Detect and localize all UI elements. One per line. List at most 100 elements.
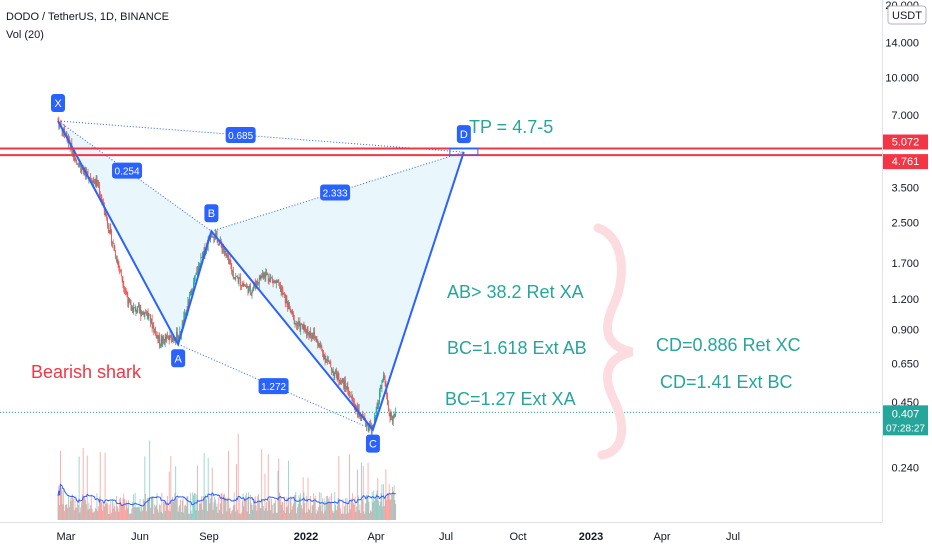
candle-body xyxy=(289,306,291,310)
candle-body xyxy=(257,281,259,283)
candle-body xyxy=(293,315,295,324)
volume-bar xyxy=(157,509,159,520)
volume-bar xyxy=(162,513,164,520)
annotation-cd-bc-rule: CD=1.41 Ext BC xyxy=(660,372,793,392)
volume-bar xyxy=(313,493,315,520)
candle-body xyxy=(246,285,248,287)
candle-body xyxy=(148,314,150,317)
candle-body xyxy=(393,414,395,415)
volume-indicator-label[interactable]: Vol (20) xyxy=(6,29,44,41)
volume-bar xyxy=(115,511,117,520)
volume-bar xyxy=(145,493,147,520)
candle-body xyxy=(382,380,384,381)
candle-body xyxy=(308,333,310,337)
candle-body xyxy=(280,289,282,292)
candle-body xyxy=(351,396,353,397)
volume-bar xyxy=(274,502,276,520)
volume-bar xyxy=(124,498,125,520)
pattern-point-d[interactable]: D xyxy=(456,125,471,144)
volume-bar xyxy=(98,506,99,520)
volume-bar xyxy=(62,504,64,520)
candle-body xyxy=(274,281,276,282)
volume-bar xyxy=(316,509,318,520)
candle-body xyxy=(107,219,108,226)
volume-bar xyxy=(289,499,291,520)
candle-body xyxy=(78,162,80,164)
candle-body xyxy=(370,426,372,433)
candle-body xyxy=(273,281,275,283)
volume-bar xyxy=(183,512,185,520)
pattern-triangle-bcd xyxy=(211,152,464,430)
candle-body xyxy=(379,392,380,404)
pattern-legs-xabcd[interactable] xyxy=(57,120,465,432)
candle-body xyxy=(137,306,138,312)
candle-body xyxy=(76,161,78,164)
volume-bar xyxy=(374,497,376,520)
candle-body xyxy=(353,400,354,402)
candle-body xyxy=(227,255,229,257)
pattern-point-b[interactable]: B xyxy=(204,204,219,223)
candle-body xyxy=(221,243,223,250)
volume-bar xyxy=(219,510,220,520)
volume-bar xyxy=(254,496,256,520)
candle-body xyxy=(283,293,285,295)
ratio-label[interactable]: 2.333 xyxy=(320,184,351,201)
pattern-point-x[interactable]: X xyxy=(51,93,65,112)
volume-bar xyxy=(323,498,325,520)
volume-bar xyxy=(178,506,180,520)
ratio-label[interactable]: 1.272 xyxy=(258,378,289,395)
candle-body xyxy=(347,385,349,391)
candle-body xyxy=(166,336,168,340)
volume-bar xyxy=(329,496,331,520)
candle-body xyxy=(284,294,286,304)
volume-bar xyxy=(253,500,255,520)
currency-selector-button[interactable]: USDT xyxy=(887,5,927,25)
volume-bar xyxy=(95,508,97,520)
candle-body xyxy=(191,289,193,296)
pattern-point-labels: X A B C D xyxy=(51,93,471,453)
volume-bar xyxy=(355,511,357,520)
price-label-lower: 4.761 xyxy=(883,154,928,170)
volume-bar xyxy=(232,509,233,520)
volume-bar xyxy=(114,506,116,520)
volume-bar xyxy=(212,509,214,520)
volume-bar xyxy=(98,496,100,520)
candle-body xyxy=(163,336,164,340)
volume-bar xyxy=(200,503,202,520)
pattern-point-c[interactable]: C xyxy=(365,434,380,453)
ratio-label[interactable]: 0.254 xyxy=(112,162,143,179)
volume-bar xyxy=(298,495,300,520)
volume-bar xyxy=(338,455,340,520)
candle-body xyxy=(168,337,170,340)
volume-bar xyxy=(97,511,99,520)
volume-bar xyxy=(369,512,371,520)
candle-body xyxy=(142,312,144,315)
volume-bar xyxy=(88,502,90,520)
candle-body xyxy=(266,272,268,275)
volume-bar xyxy=(390,499,392,520)
volume-bar xyxy=(122,498,124,520)
svg-text:X: X xyxy=(54,98,62,110)
volume-bar xyxy=(292,503,294,520)
candle-body xyxy=(390,414,392,418)
candle-body xyxy=(176,331,177,340)
volume-bar xyxy=(206,511,208,520)
candle-body xyxy=(107,225,109,231)
candle-body xyxy=(281,289,283,291)
candle-body xyxy=(247,286,249,294)
candle-body xyxy=(242,284,244,287)
volume-bar xyxy=(197,465,199,520)
pattern-point-a[interactable]: A xyxy=(171,349,186,368)
target-zone-box[interactable] xyxy=(449,147,479,156)
volume-bar xyxy=(284,512,286,520)
volume-bar xyxy=(303,492,305,520)
candle-body xyxy=(250,292,252,294)
volume-bar xyxy=(171,500,173,520)
volume-bar xyxy=(142,510,143,520)
svg-text:USDT: USDT xyxy=(892,10,922,22)
candle-body xyxy=(243,284,245,286)
volume-bar xyxy=(101,502,103,520)
volume-bar xyxy=(201,495,203,520)
ratio-label[interactable]: 0.685 xyxy=(225,126,256,143)
